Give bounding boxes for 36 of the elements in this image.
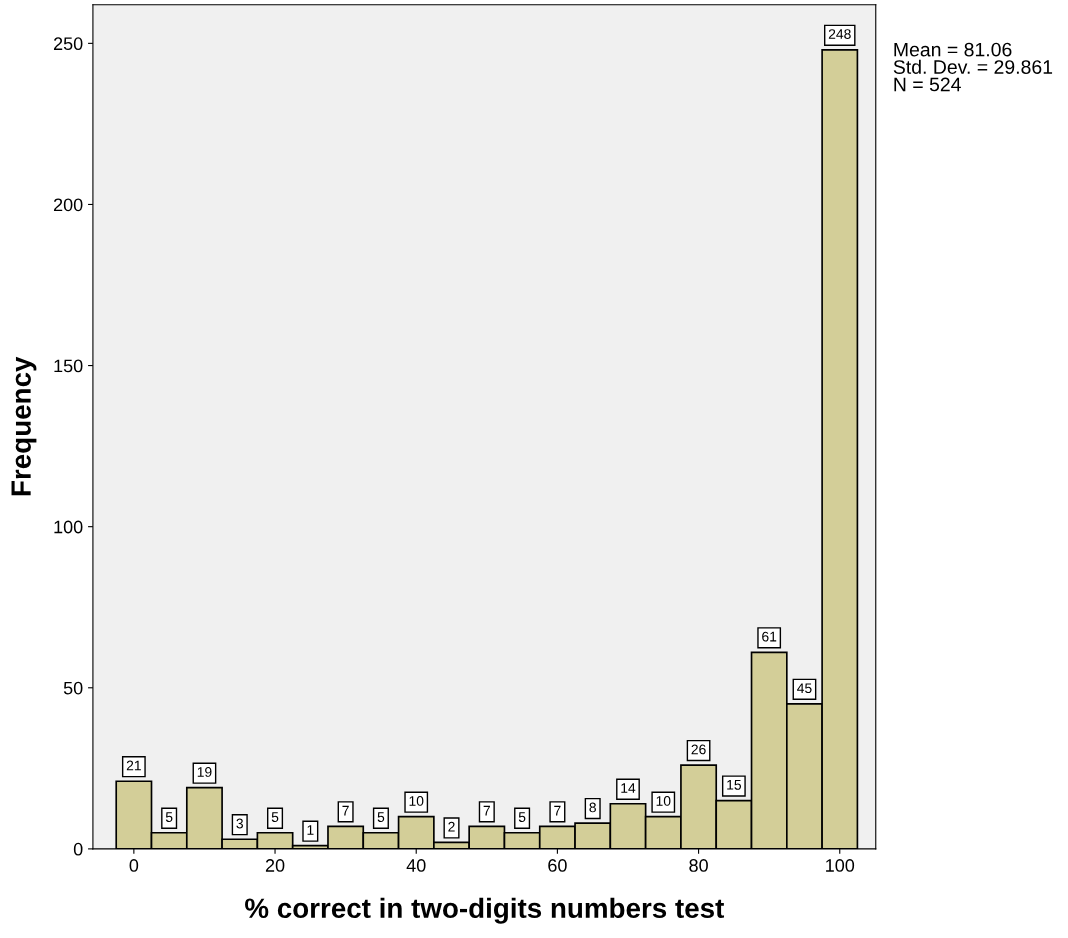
data-label: 7 <box>483 805 490 816</box>
data-label: 21 <box>126 760 141 771</box>
data-label: 14 <box>621 783 636 793</box>
data-label: 2 <box>448 821 455 832</box>
data-label: 5 <box>518 812 526 822</box>
x-tick-label: 0 <box>129 859 139 872</box>
data-label: 10 <box>656 796 671 806</box>
data-label: 5 <box>165 812 173 822</box>
y-tick-label: 50 <box>63 681 83 695</box>
data-label: 61 <box>762 631 777 642</box>
data-label: 5 <box>377 812 385 822</box>
text: Mean = 81.06 Std. Dev. = 29.861 N = 524 <box>893 42 1053 92</box>
data-label: 3 <box>236 818 243 829</box>
y-axis-title: Frequency <box>11 356 37 496</box>
x-tick-label: 80 <box>689 859 708 872</box>
x-tick-label: 20 <box>265 859 285 872</box>
x-axis-title: % correct in two-digits numbers test <box>245 897 725 924</box>
y-tick-label: 100 <box>54 520 83 534</box>
x-tick-label: 100 <box>826 859 855 872</box>
data-label: 19 <box>197 767 212 777</box>
data-label: 45 <box>797 683 812 694</box>
y-tick-label: 0 <box>73 842 83 856</box>
data-label: 10 <box>409 796 424 806</box>
data-label: 15 <box>727 780 742 790</box>
data-label: 248 <box>828 29 851 39</box>
data-label: 7 <box>342 805 349 816</box>
y-tick-label: 200 <box>53 198 83 212</box>
x-tick-label: 60 <box>548 859 567 872</box>
data-label: 5 <box>271 812 279 822</box>
x-tick-label: 40 <box>406 859 426 872</box>
data-label: 8 <box>589 802 596 813</box>
y-tick-label: 250 <box>53 37 83 51</box>
y-tick-label: 150 <box>54 359 83 373</box>
data-label: 7 <box>554 805 561 816</box>
data-label: 26 <box>691 744 706 755</box>
data-label: 1 <box>307 825 314 835</box>
